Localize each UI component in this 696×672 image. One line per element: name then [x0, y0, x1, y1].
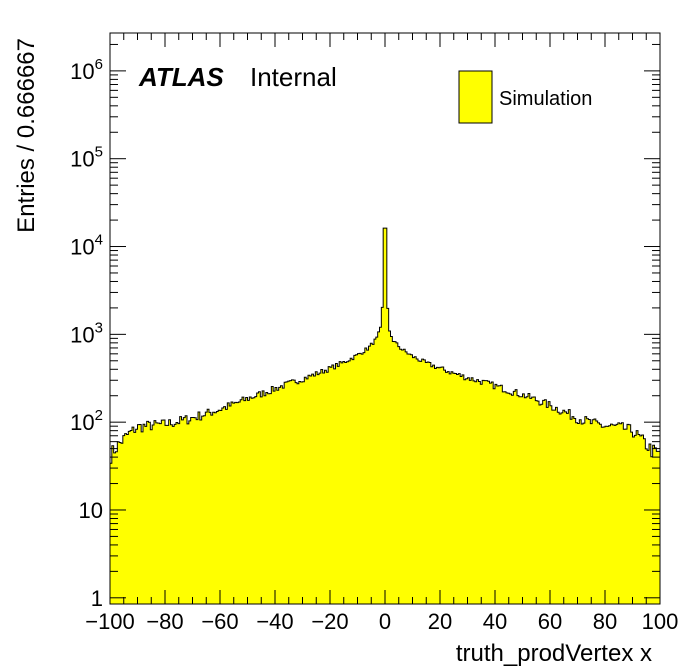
x-axis-title: truth_prodVertex x — [456, 640, 652, 667]
x-tick-label: −40 — [256, 609, 293, 634]
legend-label: Simulation — [499, 88, 592, 110]
x-tick-label: 20 — [428, 609, 452, 634]
x-tick-label: 100 — [642, 609, 679, 634]
y-tick-label: 1 — [91, 586, 103, 611]
y-tick-label: 102 — [70, 407, 103, 435]
y-tick-label: 106 — [70, 56, 103, 84]
histogram-series-simulation — [109, 227, 661, 605]
atlas-label: ATLAS — [138, 62, 224, 92]
x-tick-label: 0 — [379, 609, 391, 634]
x-tick-label: −100 — [85, 609, 135, 634]
x-tick-label: −20 — [311, 609, 348, 634]
x-axis: −100 −80 −60 −40 −20 0 20 40 60 80 100 — [85, 33, 678, 634]
x-tick-label: 60 — [538, 609, 562, 634]
y-tick-label: 105 — [70, 144, 103, 172]
x-tick-label: 80 — [593, 609, 617, 634]
y-tick-label: 104 — [70, 232, 103, 260]
y-tick-label: 103 — [70, 319, 103, 347]
histogram-bars — [109, 227, 661, 605]
x-tick-label: −60 — [201, 609, 238, 634]
x-tick-label: −80 — [146, 609, 183, 634]
y-axis-title: Entries / 0.666667 — [13, 38, 40, 233]
legend-swatch — [458, 70, 493, 124]
x-tick-label: 40 — [483, 609, 507, 634]
y-axis: 1 10 102 103 104 105 106 — [70, 43, 660, 611]
y-tick-label: 10 — [79, 498, 103, 523]
internal-label: Internal — [250, 62, 337, 92]
